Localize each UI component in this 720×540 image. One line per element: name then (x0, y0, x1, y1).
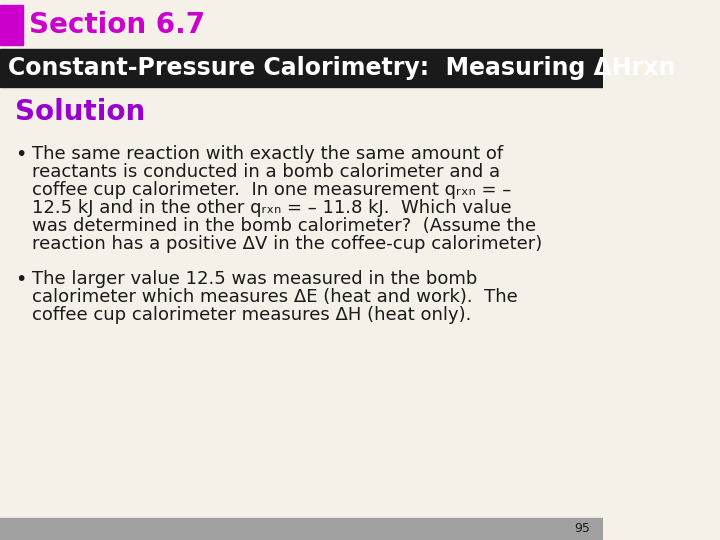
Text: 12.5 kJ and in the other qᵣₓₙ = – 11.8 kJ.  Which value: 12.5 kJ and in the other qᵣₓₙ = – 11.8 k… (32, 199, 511, 217)
Bar (0, 5, 24, 45)
Text: reactants is conducted in a bomb calorimeter and a: reactants is conducted in a bomb calorim… (32, 163, 500, 181)
Bar (0, 0, 603, 50)
Text: •: • (15, 270, 27, 289)
Text: Solution: Solution (15, 98, 145, 126)
Text: coffee cup calorimeter measures ΔH (heat only).: coffee cup calorimeter measures ΔH (heat… (32, 306, 471, 324)
Text: The larger value 12.5 was measured in the bomb: The larger value 12.5 was measured in th… (32, 270, 477, 288)
Text: •: • (15, 145, 27, 164)
Bar (0, 518, 603, 540)
Text: calorimeter which measures ΔE (heat and work).  The: calorimeter which measures ΔE (heat and … (32, 288, 518, 306)
Text: was determined in the bomb calorimeter?  (Assume the: was determined in the bomb calorimeter? … (32, 217, 536, 235)
Text: coffee cup calorimeter.  In one measurement qᵣₓₙ = –: coffee cup calorimeter. In one measureme… (32, 181, 511, 199)
Text: Section 6.7: Section 6.7 (30, 11, 205, 39)
Text: 95: 95 (575, 523, 590, 536)
Text: Constant-Pressure Calorimetry:  Measuring ΔHrxn: Constant-Pressure Calorimetry: Measuring… (9, 56, 676, 80)
Bar (0, 49, 603, 87)
Text: reaction has a positive ΔV in the coffee-cup calorimeter): reaction has a positive ΔV in the coffee… (32, 235, 542, 253)
Text: The same reaction with exactly the same amount of: The same reaction with exactly the same … (32, 145, 503, 163)
